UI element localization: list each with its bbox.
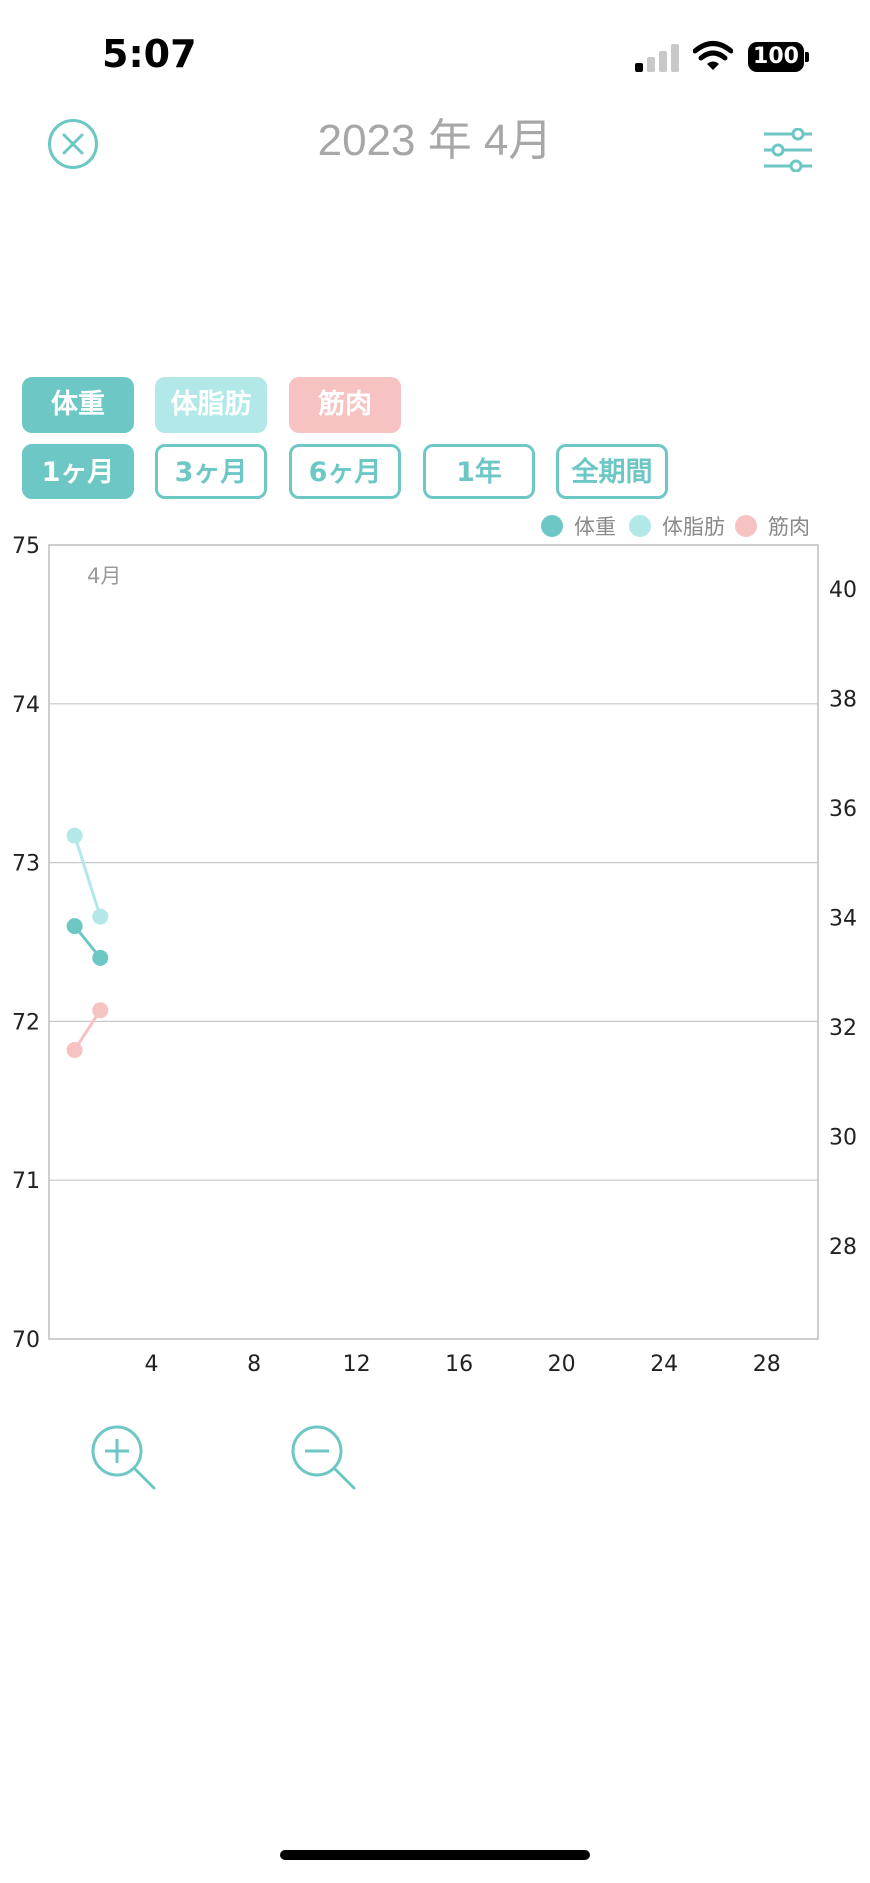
data-point[interactable]	[92, 949, 109, 966]
zoom-in-icon[interactable]	[88, 1422, 158, 1492]
x-tick-label: 4	[145, 1352, 159, 1377]
x-tick-label: 28	[753, 1352, 781, 1377]
battery-icon: 100	[748, 42, 809, 72]
zoom-out-icon[interactable]	[288, 1422, 358, 1492]
y-right-tick-label: 32	[829, 1016, 857, 1041]
status-time: 5:07	[102, 32, 197, 76]
metric-weight-button[interactable]: 体重	[22, 377, 134, 433]
y-right-tick-label: 40	[829, 578, 857, 603]
month-label: 4月	[87, 564, 121, 588]
wifi-icon	[693, 41, 733, 70]
y-right-tick-label: 30	[829, 1125, 857, 1150]
y-left-tick-label: 71	[12, 1169, 40, 1194]
data-point[interactable]	[66, 827, 83, 844]
y-left-tick-label: 73	[12, 852, 40, 877]
y-right-tick-label: 34	[829, 906, 857, 931]
series-line	[73, 835, 102, 918]
period-3-months-button[interactable]: 3ヶ月	[155, 444, 267, 499]
y-right-tick-label: 28	[829, 1235, 857, 1260]
legend-marker	[541, 515, 563, 537]
y-left-tick-label: 72	[12, 1010, 40, 1035]
legend-marker	[629, 515, 651, 537]
period-1-year-button[interactable]: 1年	[423, 444, 535, 499]
y-left-tick-label: 70	[12, 1328, 40, 1353]
data-point[interactable]	[66, 1041, 83, 1058]
x-tick-label: 8	[247, 1352, 261, 1377]
period-all-button[interactable]: 全期間	[556, 444, 668, 499]
sliders-icon[interactable]	[762, 128, 814, 172]
data-point[interactable]	[66, 918, 83, 935]
x-tick-label: 12	[343, 1352, 371, 1377]
metric-muscle-button[interactable]: 筋肉	[289, 377, 401, 433]
weight-trend-chart[interactable]: 70 71 72 73 74 75 28 30 32 34 36 38 40 4 8 12 16 20 24 28 4月…	[0, 510, 870, 1390]
x-tick-label: 24	[650, 1352, 678, 1377]
y-right-tick-label: 38	[829, 687, 857, 712]
close-circle-icon[interactable]	[48, 119, 98, 169]
plot-frame	[48, 544, 819, 1340]
battery-level: 100	[753, 44, 799, 69]
x-tick-label: 20	[548, 1352, 576, 1377]
legend-label: 体重	[574, 515, 616, 539]
y-left-tick-label: 75	[12, 534, 40, 559]
page-title: 2023 年 4月	[317, 116, 553, 165]
y-left-tick-label: 74	[12, 693, 40, 718]
legend-label: 体脂肪	[662, 515, 725, 539]
y-right-tick-label: 36	[829, 797, 857, 822]
period-6-months-button[interactable]: 6ヶ月	[289, 444, 401, 499]
data-point[interactable]	[92, 908, 109, 925]
data-point[interactable]	[92, 1002, 109, 1019]
home-indicator[interactable]	[280, 1850, 590, 1860]
signal-icon	[635, 42, 679, 72]
period-1-month-button[interactable]: 1ヶ月	[22, 444, 134, 499]
x-tick-label: 16	[445, 1352, 473, 1377]
legend-label: 筋肉	[768, 515, 810, 539]
legend-marker	[735, 515, 757, 537]
metric-body-fat-button[interactable]: 体脂肪	[155, 377, 267, 433]
